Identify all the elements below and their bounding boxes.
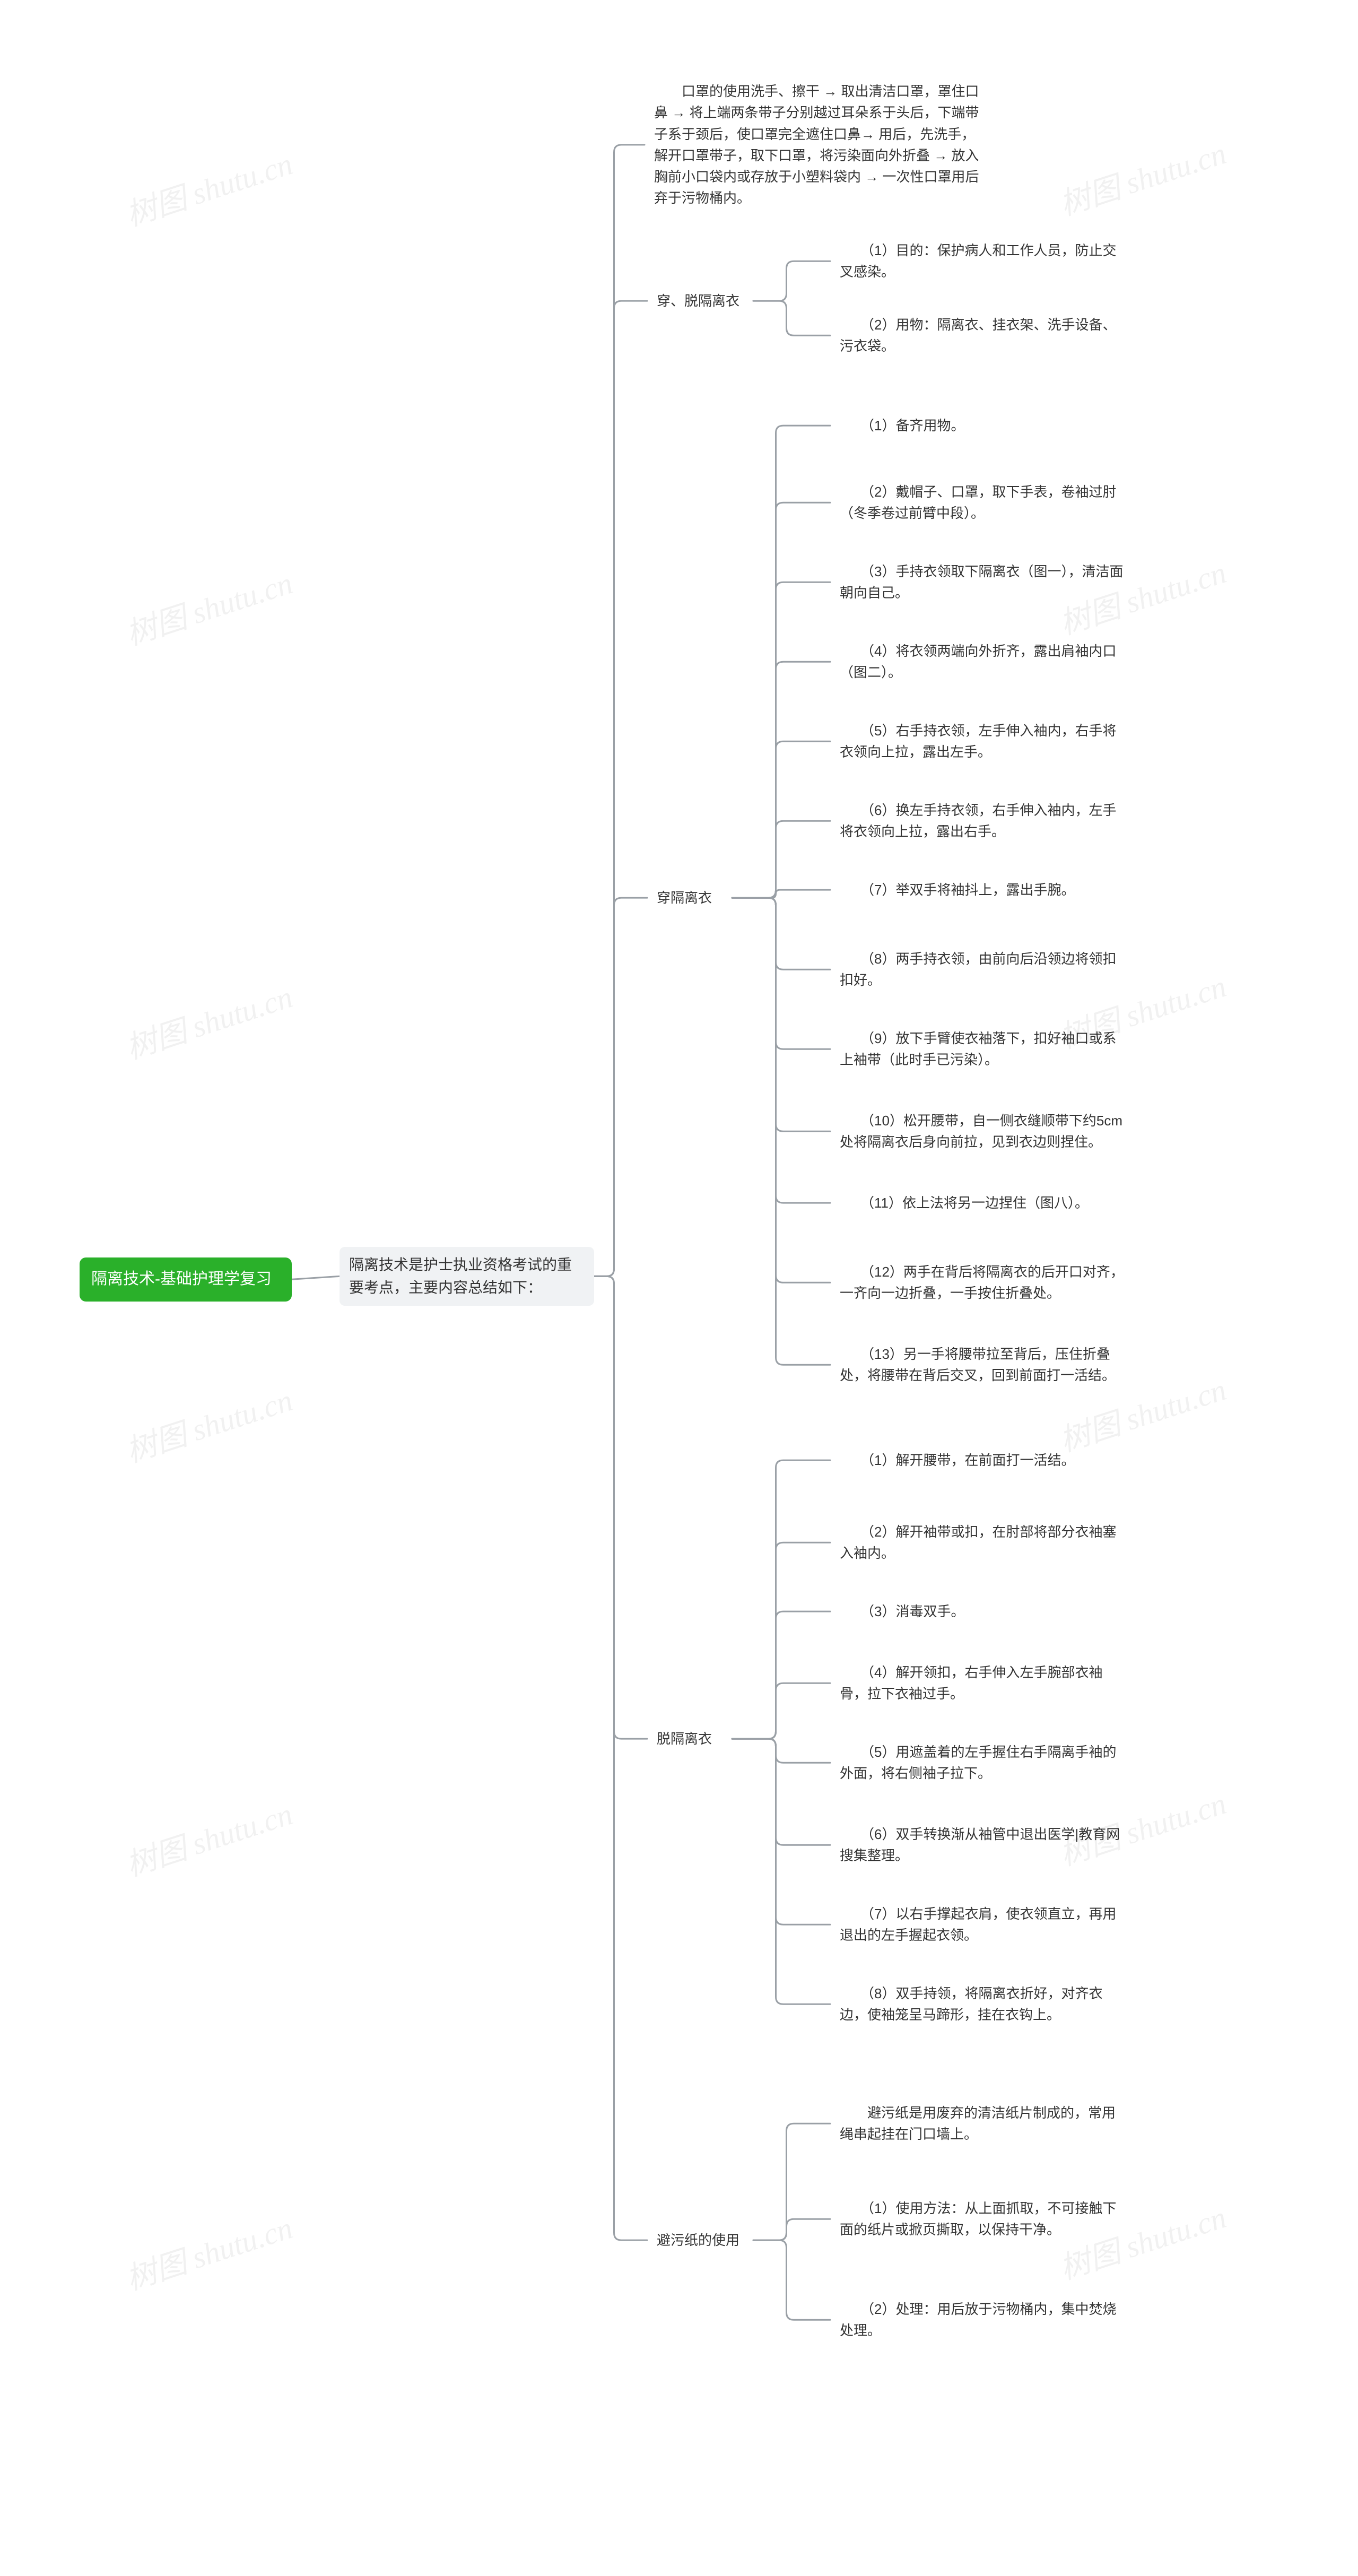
leaf-doff_gown-5: （6）双手转换渐从袖管中退出医学|教育网搜集整理。 xyxy=(830,1817,1138,1873)
watermark-text: 树图 shutu.cn xyxy=(119,139,297,235)
leaf-don_gown-5: （6）换左手持衣领，右手伸入袖内，左手将衣领向上拉，露出右手。 xyxy=(830,793,1138,849)
watermark-text: 树图 shutu.cn xyxy=(119,2203,297,2299)
leaf-don_gown-9: （10）松开腰带，自一侧衣缝顺带下约5cm处将隔离衣后身向前拉，见到衣边则捏住。 xyxy=(830,1104,1138,1159)
branch-gown_onoff: 穿、脱隔离衣 xyxy=(647,284,753,318)
intro-node: 隔离技术是护士执业资格考试的重要考点，主要内容总结如下： xyxy=(340,1247,594,1306)
intro-label: 隔离技术是护士执业资格考试的重要考点，主要内容总结如下： xyxy=(349,1256,572,1296)
leaf-don_gown-11: （12）两手在背后将隔离衣的后开口对齐，一齐向一边折叠，一手按住折叠处。 xyxy=(830,1255,1138,1311)
leaf-doff_gown-3: （4）解开领扣，右手伸入左手腕部衣袖骨，拉下衣袖过手。 xyxy=(830,1655,1138,1711)
watermark-text: 树图 shutu.cn xyxy=(119,1789,297,1885)
leaf-paper-2: （2）处理：用后放于污物桶内，集中焚烧处理。 xyxy=(830,2292,1138,2348)
leaf-gown_onoff-1: （2）用物：隔离衣、挂衣架、洗手设备、污衣袋。 xyxy=(830,308,1138,363)
leaf-doff_gown-1: （2）解开袖带或扣，在肘部将部分衣袖塞入袖内。 xyxy=(830,1515,1138,1571)
watermark-text: 树图 shutu.cn xyxy=(119,1375,297,1471)
leaf-gown_onoff-0: （1）目的：保护病人和工作人员，防止交叉感染。 xyxy=(830,233,1138,289)
leaf-don_gown-1: （2）戴帽子、口罩，取下手表，卷袖过肘（冬季卷过前臂中段）。 xyxy=(830,475,1138,531)
leaf-doff_gown-0: （1）解开腰带，在前面打一活结。 xyxy=(830,1443,1138,1477)
branch-paper: 避污纸的使用 xyxy=(647,2223,753,2257)
leaf-don_gown-7: （8）两手持衣领，由前向后沿领边将领扣扣好。 xyxy=(830,942,1138,998)
watermark-text: 树图 shutu.cn xyxy=(119,972,297,1068)
branch-don_gown: 穿隔离衣 xyxy=(647,881,732,915)
branch-mask: 口罩的使用洗手、擦干 → 取出清洁口罩，罩住口鼻 → 将上端两条带子分别越过耳朵… xyxy=(645,74,995,215)
leaf-don_gown-6: （7）举双手将袖抖上，露出手腕。 xyxy=(830,873,1138,907)
leaf-don_gown-3: （4）将衣领两端向外折齐，露出肩袖内口（图二）。 xyxy=(830,634,1138,690)
leaf-doff_gown-4: （5）用遮盖着的左手握住右手隔离手袖的外面，将右侧袖子拉下。 xyxy=(830,1735,1138,1791)
leaf-don_gown-4: （5）右手持衣领，左手伸入袖内，右手将衣领向上拉，露出左手。 xyxy=(830,714,1138,769)
leaf-doff_gown-6: （7）以右手撑起衣肩，使衣领直立，再用退出的左手握起衣领。 xyxy=(830,1897,1138,1953)
leaf-don_gown-2: （3）手持衣领取下隔离衣（图一），清洁面朝向自己。 xyxy=(830,554,1138,610)
watermark-text: 树图 shutu.cn xyxy=(1053,128,1231,224)
leaf-paper-0: 避污纸是用废弃的清洁纸片制成的，常用绳串起挂在门口墙上。 xyxy=(830,2096,1138,2152)
leaf-paper-1: （1）使用方法：从上面抓取，不可接触下面的纸片或掀页撕取，以保持干净。 xyxy=(830,2191,1138,2247)
leaf-don_gown-0: （1）备齐用物。 xyxy=(830,409,1138,443)
leaf-don_gown-8: （9）放下手臂使衣袖落下，扣好袖口或系上袖带（此时手已污染）。 xyxy=(830,1021,1138,1077)
branch-doff_gown: 脱隔离衣 xyxy=(647,1722,732,1756)
leaf-doff_gown-2: （3）消毒双手。 xyxy=(830,1594,1138,1628)
watermark-text: 树图 shutu.cn xyxy=(119,558,297,654)
leaf-don_gown-12: （13）另一手将腰带拉至背后，压住折叠处，将腰带在背后交叉，回到前面打一活结。 xyxy=(830,1337,1138,1393)
leaf-don_gown-10: （11）依上法将另一边捏住（图八）。 xyxy=(830,1186,1138,1220)
leaf-doff_gown-7: （8）双手持领，将隔离衣折好，对齐衣边，使袖笼呈马蹄形，挂在衣钩上。 xyxy=(830,1976,1138,2032)
root-label: 隔离技术-基础护理学复习 xyxy=(91,1270,272,1288)
root-node: 隔离技术-基础护理学复习 xyxy=(80,1257,292,1302)
